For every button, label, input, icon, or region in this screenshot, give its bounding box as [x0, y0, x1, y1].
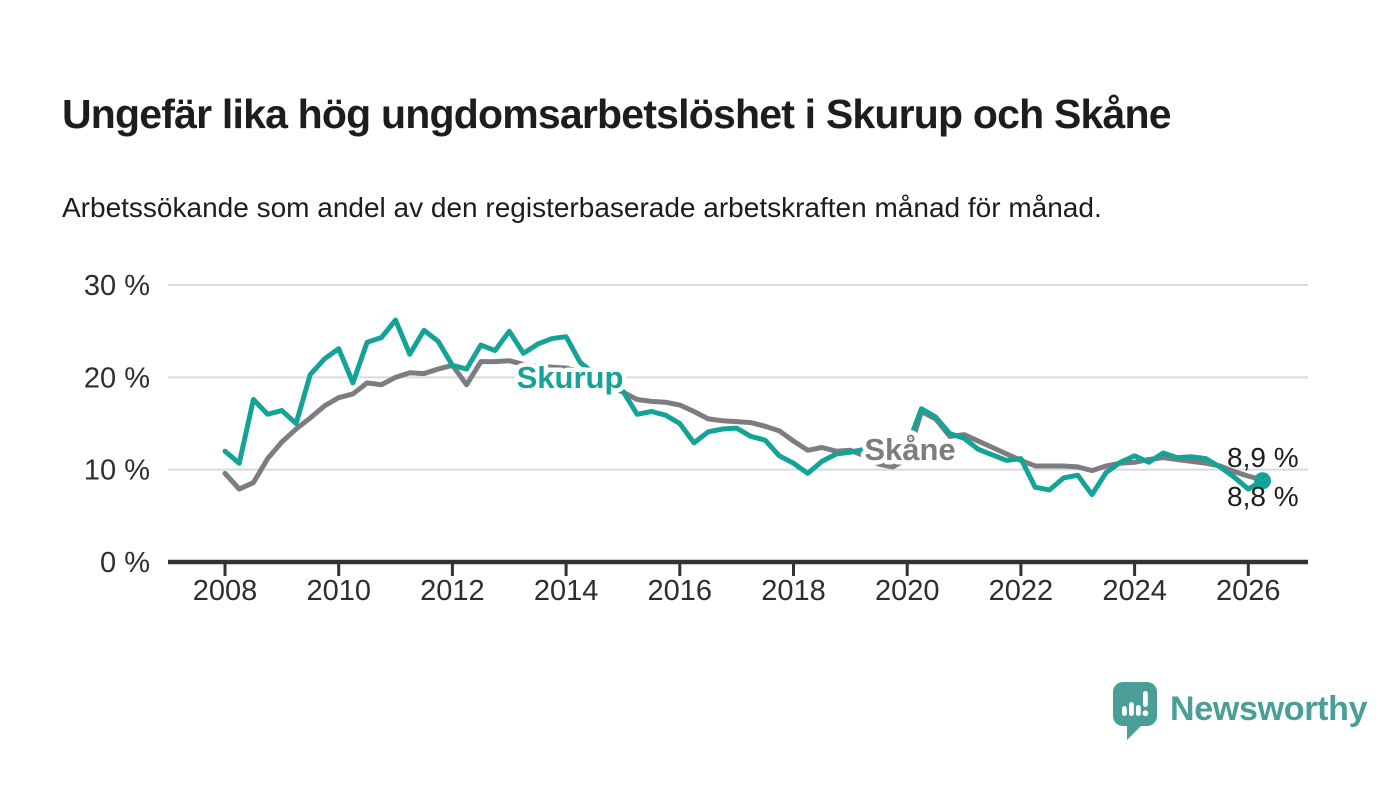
skurup-line — [222, 317, 1266, 498]
y-axis-labels: 30 % 20 % 10 % 0 % — [84, 270, 150, 579]
x-tick-label: 2010 — [306, 575, 371, 607]
y-tick-label: 0 % — [100, 547, 150, 579]
y-tick-label: 30 % — [84, 270, 150, 302]
x-tick-label: 2012 — [420, 575, 485, 607]
page-title: Ungefär lika hög ungdomsarbetslöshet i S… — [62, 91, 1172, 138]
newsworthy-logo-icon — [1113, 682, 1157, 740]
brand-footer: Newsworthy — [1113, 682, 1368, 744]
x-tick-label: 2020 — [875, 575, 940, 607]
line-chart: 30 % 20 % 10 % 0 % 2008 2010 2012 2014 2… — [84, 270, 1308, 607]
skane-end-value-label: 8,9 % — [1227, 442, 1299, 473]
x-axis-labels: 2008 2010 2012 2014 2016 2018 2020 2022 … — [193, 575, 1281, 607]
skurup-series-label: Skurup — [517, 360, 624, 395]
x-tick-label: 2008 — [193, 575, 258, 607]
gridlines — [168, 284, 1308, 471]
x-tick-label: 2026 — [1216, 575, 1281, 607]
y-tick-label: 20 % — [84, 362, 150, 394]
x-axis-tick-marks — [223, 564, 1250, 576]
x-tick-label: 2014 — [534, 575, 599, 607]
page-subtitle: Arbetssökande som andel av den registerb… — [62, 192, 1102, 223]
brand-name: Newsworthy — [1170, 690, 1368, 728]
skurup-end-value-label: 8,8 % — [1227, 481, 1299, 512]
x-tick-label: 2018 — [761, 575, 826, 607]
x-tick-label: 2024 — [1102, 575, 1167, 607]
skurup-end-dot — [1254, 472, 1272, 490]
skane-series-label: Skåne — [864, 432, 955, 467]
x-tick-label: 2016 — [648, 575, 713, 607]
x-tick-label: 2022 — [989, 575, 1054, 607]
skane-line — [222, 358, 1266, 492]
y-tick-label: 10 % — [84, 455, 150, 487]
